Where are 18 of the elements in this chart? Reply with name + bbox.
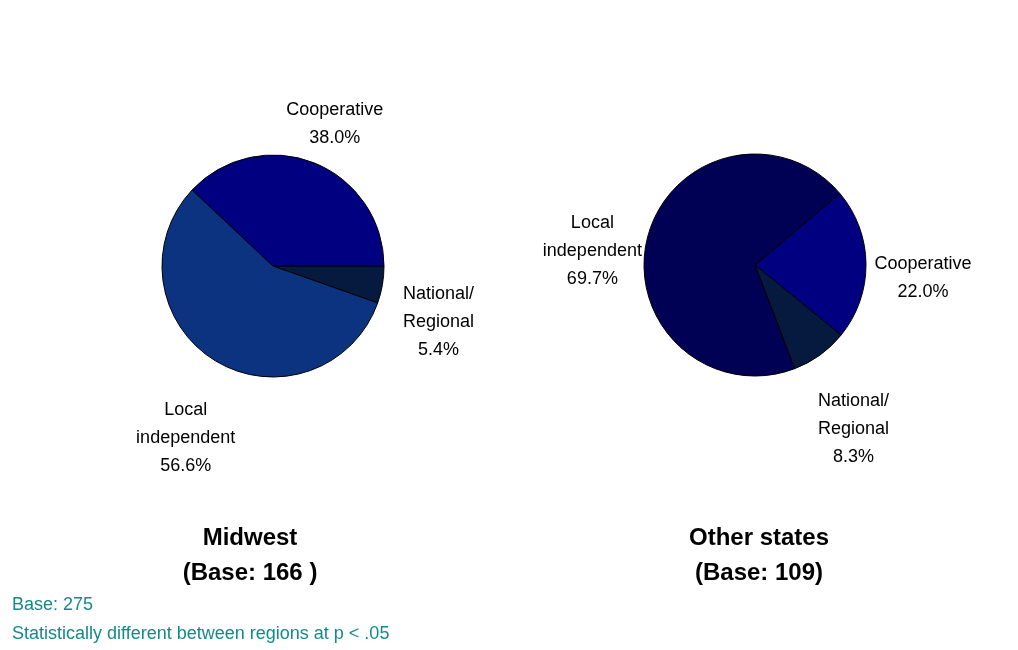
slice-label: Cooperative — [874, 252, 972, 273]
text: Other states — [688, 523, 830, 550]
text: (Base: 166 ) — [182, 558, 318, 585]
slice-label: Cooperative — [286, 98, 384, 119]
data-label: 38.0% — [309, 126, 361, 147]
text: (Base: 109) — [694, 558, 824, 585]
slice-label: National/Regional — [817, 390, 889, 439]
text: Midwest — [202, 523, 298, 550]
data-label: 5.4% — [418, 339, 460, 360]
slice-label: National/Regional — [403, 283, 475, 332]
text: Base: 275 — [12, 594, 94, 614]
slice-label: Local independent — [542, 211, 642, 260]
text: Statistically different between regions at p < .05 — [12, 623, 390, 643]
data-label: 69.7% — [566, 267, 618, 288]
data-label: 56.6% — [160, 454, 212, 475]
data-label: 22.0% — [897, 280, 949, 301]
slice-label: Local independent — [136, 398, 236, 447]
data-label: 8.3% — [832, 446, 874, 467]
